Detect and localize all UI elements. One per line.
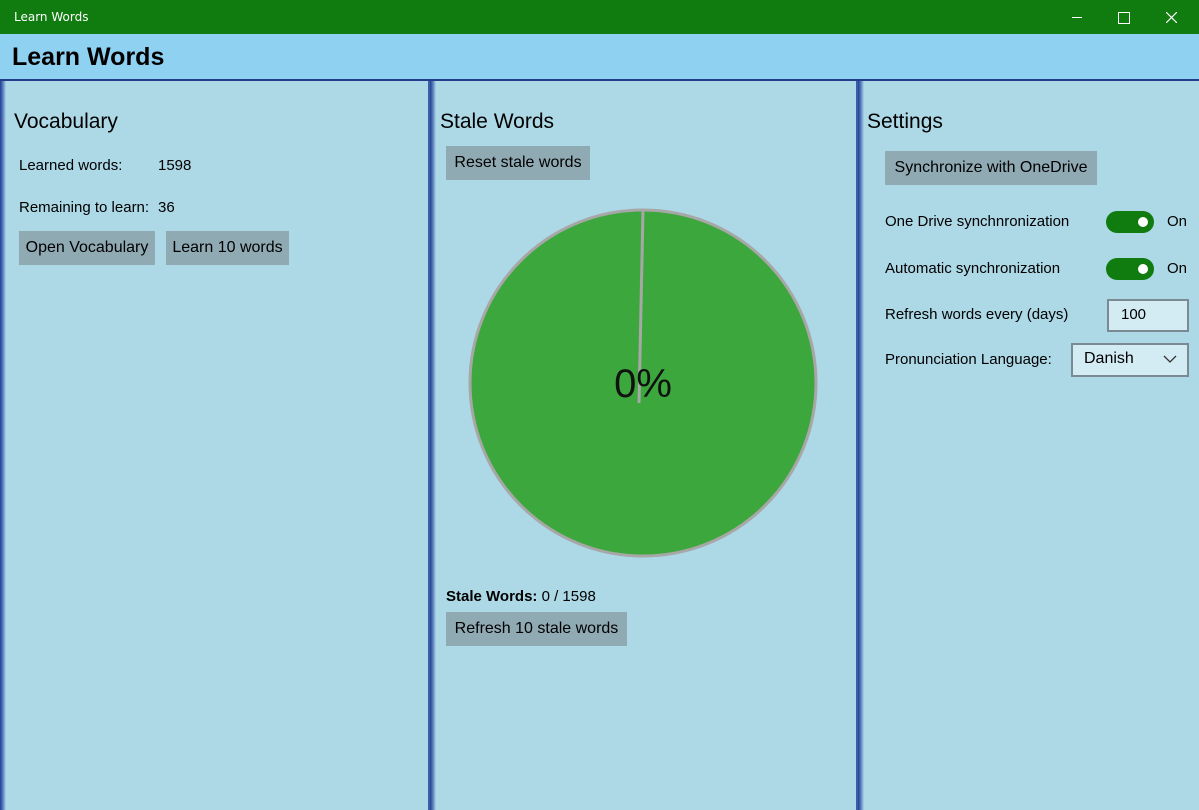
maximize-icon[interactable]: [1100, 0, 1146, 34]
stale-words-panel: Stale Words Reset stale words 0% Stale W…: [430, 81, 858, 810]
stale-count-label: Stale Words:: [446, 588, 538, 605]
chevron-down-icon: [1163, 355, 1177, 363]
minimize-icon[interactable]: [1054, 0, 1100, 34]
stale-words-title: Stale Words: [440, 110, 554, 133]
vocabulary-title: Vocabulary: [14, 110, 118, 133]
refresh-stale-button[interactable]: Refresh 10 stale words: [446, 612, 627, 646]
open-vocabulary-button[interactable]: Open Vocabulary: [19, 231, 155, 265]
pie-stale-marker: [637, 209, 645, 404]
learned-words-label: Learned words:: [19, 157, 123, 174]
app-title: Learn Words: [12, 43, 165, 71]
refresh-days-label: Refresh words every (days): [885, 306, 1069, 323]
stale-pie-chart: 0%: [467, 207, 819, 559]
pronunciation-language-select[interactable]: Danish: [1071, 343, 1189, 377]
panel-edge: [858, 81, 864, 810]
remaining-value: 36: [158, 199, 175, 216]
window-title: Learn Words: [14, 10, 89, 24]
pronunciation-language-value: Danish: [1084, 350, 1134, 367]
stale-percent-label: 0%: [614, 362, 672, 406]
onedrive-sync-label: One Drive synchnronization: [885, 213, 1070, 230]
settings-title: Settings: [867, 110, 943, 133]
vocabulary-panel: Vocabulary Learned words: 1598 Remaining…: [0, 81, 430, 810]
learn-words-button[interactable]: Learn 10 words: [166, 231, 289, 265]
auto-sync-label: Automatic synchronization: [885, 260, 1061, 277]
panel-edge: [430, 81, 436, 810]
onedrive-sync-toggle[interactable]: [1106, 211, 1154, 233]
stale-count: Stale Words: 0 / 1598: [446, 588, 596, 605]
stale-count-value: 0 / 1598: [541, 588, 596, 605]
reset-stale-button[interactable]: Reset stale words: [446, 146, 590, 180]
close-icon[interactable]: [1148, 0, 1194, 34]
panel-divider: [856, 81, 858, 810]
pronunciation-language-label: Pronunciation Language:: [885, 351, 1052, 368]
pie-svg: [468, 208, 818, 558]
onedrive-sync-state: On: [1167, 213, 1188, 230]
panel-divider: [428, 81, 430, 810]
sync-onedrive-button[interactable]: Synchronize with OneDrive: [885, 151, 1097, 185]
remaining-label: Remaining to learn:: [19, 199, 150, 216]
auto-sync-state: On: [1167, 260, 1188, 277]
learned-words-value: 1598: [158, 157, 192, 174]
refresh-days-input[interactable]: 100: [1107, 299, 1189, 332]
app-header: Learn Words: [0, 34, 1199, 81]
window-titlebar: Learn Words: [0, 0, 1199, 34]
settings-panel: Settings Synchronize with OneDrive One D…: [858, 81, 1199, 810]
panel-edge: [0, 81, 6, 810]
auto-sync-toggle[interactable]: [1106, 258, 1154, 280]
